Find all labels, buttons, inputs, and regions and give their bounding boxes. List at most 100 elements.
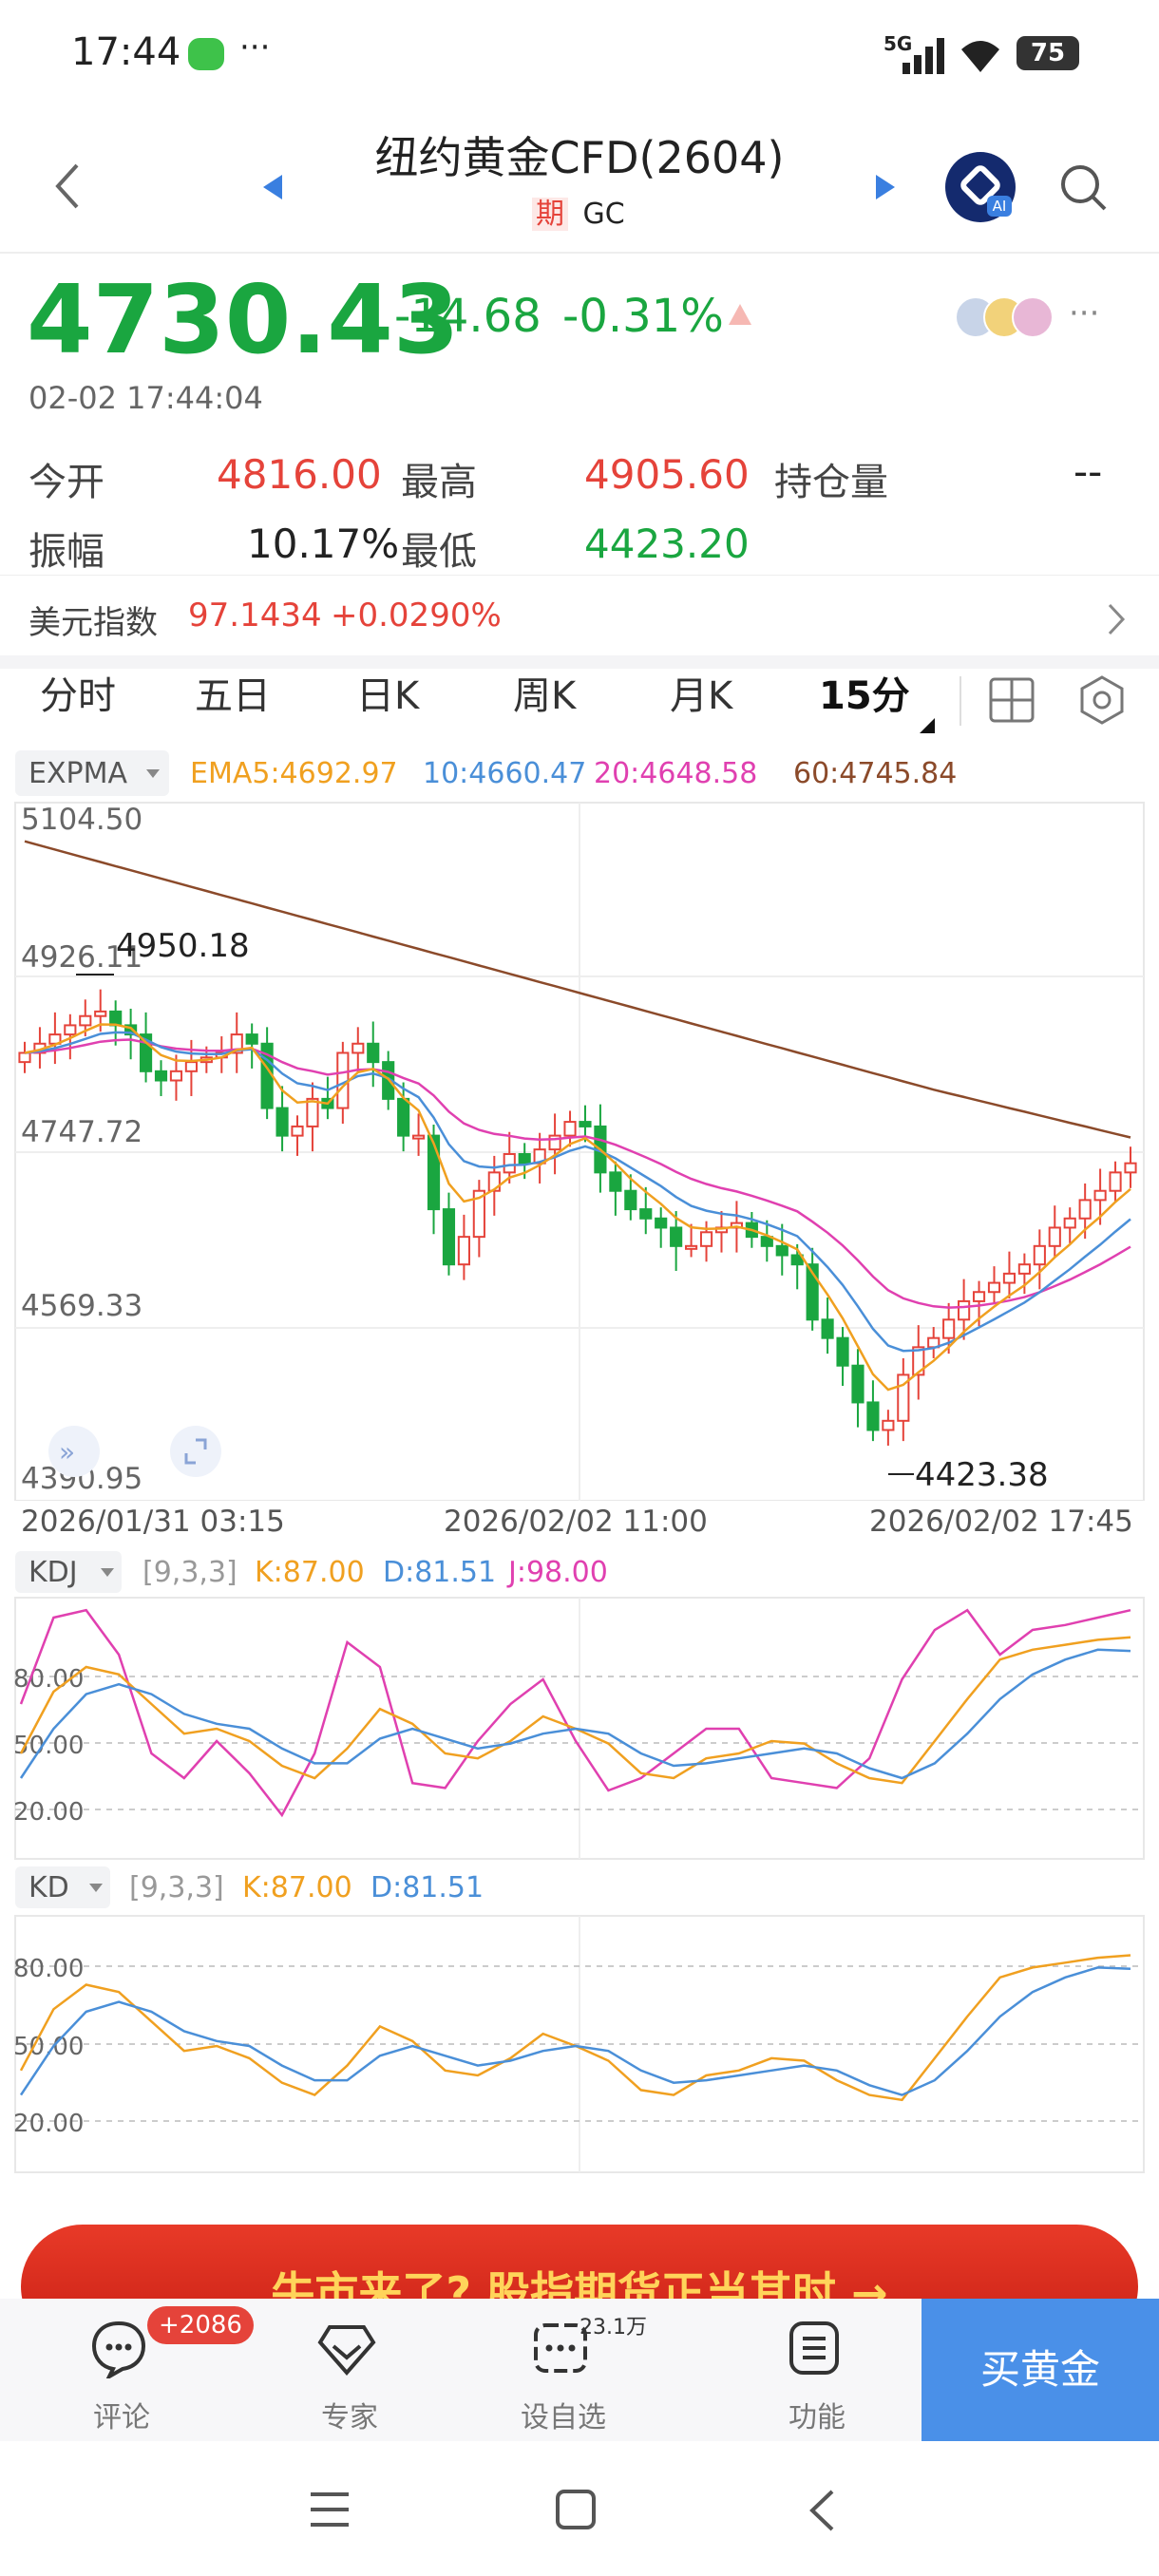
open-label: 今开 — [28, 461, 104, 504]
candle-body — [1078, 1199, 1092, 1220]
kdj-tick: 80.00 — [13, 1665, 84, 1694]
kd-chart[interactable]: 80.00 50.00 20.00 — [0, 1914, 1159, 2175]
system-nav-bar — [0, 2441, 1159, 2576]
dxy-label: 美元指数 — [28, 604, 158, 642]
search-icon[interactable] — [1059, 163, 1109, 213]
period-tabs — [0, 669, 1159, 737]
ema60-line — [24, 840, 1131, 1139]
candlestick-chart[interactable]: 5104.50 4926.11 4747.72 4569.33 4390.95 … — [0, 798, 1159, 1501]
candle-body — [685, 1244, 698, 1250]
chevron-down-icon — [89, 1884, 103, 1892]
kd-d-value: D:81.51 — [370, 1871, 484, 1904]
candle-body — [230, 1033, 243, 1054]
dxy-value: 97.1434 — [188, 597, 322, 635]
candle-body — [1109, 1171, 1122, 1192]
candle-body — [1048, 1226, 1061, 1247]
candle-body — [806, 1263, 819, 1321]
amplitude-label: 振幅 — [28, 530, 104, 574]
candle-body — [124, 1024, 138, 1036]
candle-body — [1017, 1263, 1031, 1275]
add-watchlist-button[interactable]: 设自选 — [478, 2299, 649, 2441]
candle-body — [503, 1152, 516, 1174]
tab-15min[interactable]: 15分 — [819, 674, 910, 718]
collapse-icon[interactable]: » — [48, 1426, 100, 1477]
clock: 17:44 — [71, 30, 181, 74]
candle-body — [699, 1231, 713, 1247]
comment-count-badge: +2086 — [147, 2306, 254, 2344]
more-icon[interactable]: ··· — [1069, 294, 1100, 332]
price-change: -14.68 — [394, 290, 542, 343]
chevron-down-icon — [101, 1568, 114, 1577]
low-value: 4423.20 — [584, 521, 750, 567]
ema10-line — [24, 1031, 1131, 1353]
kd-tick: 80.00 — [13, 1955, 84, 1983]
back-icon[interactable] — [52, 161, 81, 211]
more-notifications: ··· — [239, 28, 271, 66]
dxy-change: +0.0290% — [331, 597, 502, 635]
candle-body — [139, 1033, 153, 1072]
fullscreen-icon[interactable] — [170, 1426, 221, 1477]
functions-button[interactable]: 功能 — [732, 2299, 902, 2441]
battery-level: 75 — [1030, 39, 1066, 67]
candle-body — [397, 1097, 410, 1137]
expert-button[interactable]: 专家 — [264, 2299, 435, 2441]
message-icon — [188, 38, 224, 70]
settings-icon[interactable] — [1076, 674, 1128, 726]
kd-select[interactable]: KD — [15, 1866, 110, 1908]
candle-body — [184, 1061, 198, 1072]
tab-weekly[interactable]: 周K — [513, 674, 577, 718]
kd-k-line — [19, 1954, 1131, 2102]
ema20-value: 20:4648.58 — [594, 757, 758, 790]
status-bar: 17:44 ··· 5G 75 — [0, 0, 1159, 104]
tab-dropdown-icon[interactable] — [920, 718, 935, 733]
user-avatars[interactable] — [955, 296, 1069, 338]
candle-body — [533, 1148, 546, 1165]
candle-body — [987, 1281, 1001, 1294]
next-contract-icon[interactable] — [874, 173, 897, 201]
kdj-chart[interactable]: 80.00 50.00 20.00 — [0, 1596, 1159, 1862]
candle-body — [64, 1024, 77, 1036]
indicator-select[interactable]: EXPMA — [15, 750, 169, 796]
candle-body — [912, 1346, 925, 1376]
candle-body — [1002, 1272, 1016, 1284]
comment-button[interactable]: 评论 — [36, 2299, 207, 2441]
ai-assistant-icon[interactable]: AI — [945, 152, 1016, 222]
candle-body — [579, 1121, 592, 1127]
kdj-select[interactable]: KDJ — [15, 1551, 122, 1593]
candle-body — [154, 1070, 168, 1082]
kdj-name: KDJ — [28, 1556, 78, 1589]
candle-body — [790, 1254, 804, 1266]
time-tick: 2026/01/31 03:15 — [21, 1505, 285, 1539]
min-price-label: 4423.38 — [915, 1456, 1049, 1494]
kdj-d-value: D:81.51 — [383, 1556, 497, 1589]
battery-icon: 75 — [1016, 36, 1079, 70]
candle-body — [836, 1336, 849, 1367]
buy-gold-button[interactable]: 买黄金 — [922, 2299, 1159, 2441]
candle-body — [655, 1217, 668, 1229]
high-value: 4905.60 — [584, 451, 750, 498]
prev-contract-icon[interactable] — [261, 173, 284, 201]
chevron-right-icon — [1108, 603, 1126, 635]
dxy-row[interactable]: 美元指数 97.1434 +0.0290% — [0, 576, 1159, 661]
candle-body — [609, 1171, 622, 1192]
layout-grid-icon[interactable] — [988, 676, 1036, 724]
home-icon[interactable] — [555, 2489, 597, 2530]
nav-bar: 纽约黄金CFD(2604) 期 GC AI — [0, 104, 1159, 252]
candle-body — [1093, 1189, 1107, 1202]
recents-icon[interactable] — [309, 2491, 351, 2529]
tab-daily[interactable]: 日K — [356, 674, 420, 718]
ema20-line — [24, 1038, 1131, 1309]
tab-5day[interactable]: 五日 — [195, 674, 271, 718]
system-back-icon[interactable] — [808, 2489, 836, 2532]
open-value: 4816.00 — [217, 451, 382, 498]
time-tick: 2026/02/02 17:45 — [869, 1505, 1133, 1539]
candle-body — [882, 1419, 895, 1431]
candle-body — [1124, 1162, 1137, 1174]
tab-intraday[interactable]: 分时 — [40, 674, 116, 718]
wifi-icon — [961, 41, 999, 72]
ema10-value: 10:4660.47 — [423, 757, 587, 790]
time-tick: 2026/02/02 11:00 — [444, 1505, 708, 1539]
tab-monthly[interactable]: 月K — [670, 674, 733, 718]
price-tick: 4926.11 — [21, 940, 142, 975]
last-price: 4730.43 — [27, 264, 460, 375]
